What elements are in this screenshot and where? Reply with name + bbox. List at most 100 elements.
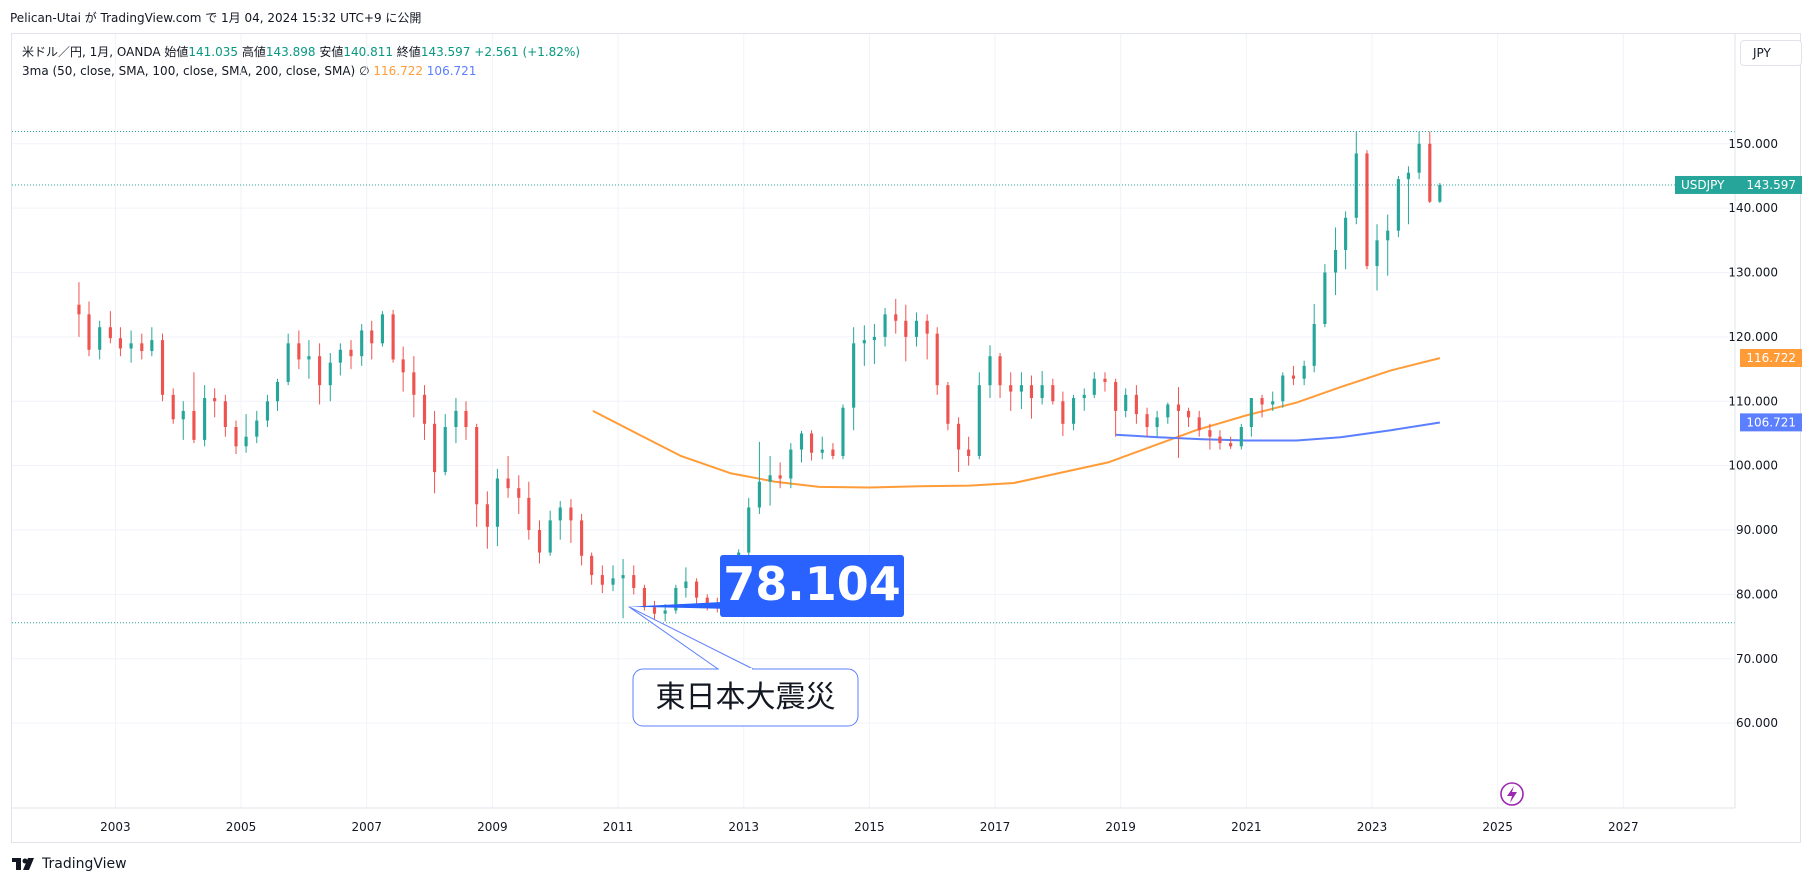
- candle: [1249, 398, 1253, 437]
- sma200-line: [1115, 421, 1441, 442]
- flash-icon[interactable]: [1500, 782, 1524, 806]
- callout-text: 東日本大震災: [656, 680, 836, 715]
- candle: [768, 455, 772, 506]
- candle: [621, 558, 625, 619]
- legend-ma100-value: 116.722: [373, 64, 423, 78]
- candle-body: [192, 410, 196, 440]
- candle-body: [537, 530, 542, 553]
- candle-body: [1333, 249, 1338, 273]
- candle-body: [1176, 404, 1181, 411]
- candle: [862, 325, 866, 366]
- candle: [1344, 211, 1348, 270]
- candle: [946, 381, 950, 431]
- legend-ma200-value: 106.721: [426, 64, 477, 78]
- candle: [150, 327, 154, 357]
- candle: [1406, 166, 1411, 225]
- sma200-tag-text: 106.721: [1746, 415, 1796, 429]
- y-tick-label: 120.000: [1728, 330, 1778, 344]
- candle: [1354, 131, 1358, 225]
- legend-ohlc: 米ドル／円, 1月, OANDA 始値141.035 高値143.898 安値1…: [22, 43, 580, 60]
- candle: [1396, 175, 1400, 238]
- candle: [422, 385, 427, 440]
- candle-body: [1281, 375, 1285, 402]
- currency-button[interactable]: JPY: [1740, 40, 1802, 66]
- candle-body: [1124, 394, 1128, 411]
- candle-body: [328, 362, 332, 386]
- x-tick-label: 2007: [351, 820, 382, 834]
- candle: [820, 436, 824, 460]
- candle: [98, 320, 102, 360]
- candle: [485, 491, 489, 549]
- candle-body: [1103, 378, 1107, 382]
- sma100-line: [592, 357, 1441, 489]
- y-tick-label: 80.000: [1736, 587, 1778, 601]
- candle-body: [401, 359, 405, 373]
- candle-body: [506, 478, 510, 489]
- candle-body: [652, 607, 657, 614]
- candle-body: [642, 587, 646, 608]
- low-label-pointer: [628, 601, 742, 609]
- candle-body: [1438, 184, 1442, 202]
- candle: [433, 410, 437, 494]
- x-tick-label: 2019: [1105, 820, 1136, 834]
- candle-body: [1323, 272, 1327, 325]
- candle-body: [778, 475, 782, 479]
- candle: [872, 324, 876, 364]
- candle-body: [1312, 324, 1316, 366]
- candle: [1302, 360, 1306, 386]
- candle: [171, 388, 175, 424]
- candle: [286, 333, 290, 386]
- candle: [1260, 394, 1264, 418]
- candle-body: [181, 410, 185, 420]
- x-tick-label: 2021: [1231, 820, 1262, 834]
- candle-body: [621, 575, 625, 579]
- candle: [914, 312, 919, 347]
- candle-body: [286, 343, 290, 382]
- candle-body: [360, 330, 364, 357]
- callout-pointer: [628, 606, 754, 670]
- y-axis: 60.000 70.000 80.000 90.000 100.000 110.000 12…: [1728, 34, 1778, 808]
- candle: [1229, 436, 1233, 449]
- candle: [1291, 365, 1296, 386]
- last-price-symbol: USDJPY: [1681, 178, 1725, 192]
- candle: [988, 345, 992, 399]
- y-tick-label: 110.000: [1728, 394, 1778, 408]
- candle: [495, 468, 499, 547]
- candle: [1333, 227, 1338, 296]
- candle: [181, 401, 185, 440]
- candle: [548, 510, 552, 556]
- candle: [108, 311, 112, 344]
- reference-lines: [12, 131, 1735, 624]
- candle: [1019, 372, 1023, 409]
- candle-body: [674, 587, 678, 611]
- candle: [652, 600, 657, 621]
- candle: [1124, 388, 1128, 418]
- candle-body: [1029, 385, 1034, 399]
- candle: [904, 304, 908, 362]
- candle-body: [454, 410, 458, 428]
- candle: [1040, 371, 1044, 405]
- candle: [265, 394, 270, 428]
- candle-body: [234, 427, 238, 447]
- candle: [1428, 131, 1432, 203]
- legend-close-value: 143.597: [420, 45, 471, 59]
- candle: [1082, 388, 1086, 411]
- y-tick-label: 130.000: [1728, 266, 1778, 280]
- candle: [1103, 372, 1107, 392]
- candle: [506, 455, 510, 498]
- candle-body: [695, 581, 699, 598]
- candle-body: [1134, 394, 1138, 415]
- candle: [338, 343, 342, 376]
- candle: [1061, 391, 1065, 437]
- candle: [537, 520, 542, 564]
- x-tick-label: 2005: [226, 820, 257, 834]
- candle-body: [757, 481, 761, 508]
- candle-body: [244, 436, 248, 447]
- candle-body: [548, 520, 552, 553]
- candle-body: [904, 320, 908, 337]
- tradingview-logo-text: TradingView: [42, 856, 127, 872]
- candle-body: [150, 340, 154, 352]
- candle: [255, 410, 259, 444]
- candle-body: [1406, 172, 1411, 180]
